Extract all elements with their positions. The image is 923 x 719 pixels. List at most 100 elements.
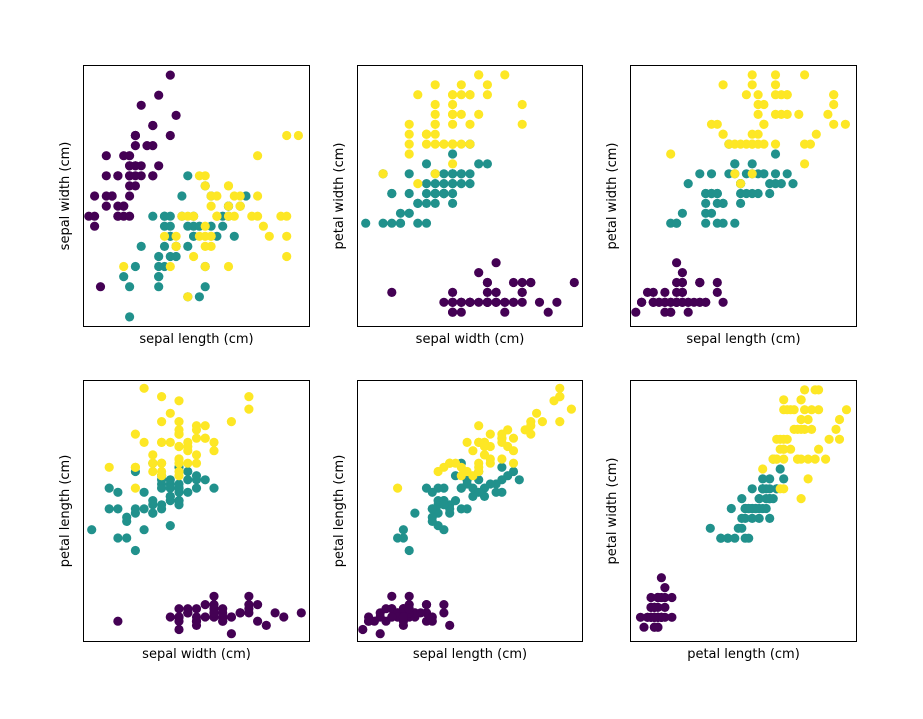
scatter-point [508, 458, 519, 468]
scatter-point [165, 521, 175, 531]
scatter-point [125, 282, 135, 292]
scatter-point [807, 424, 817, 434]
scatter-point [660, 583, 670, 593]
scatter-point [439, 179, 449, 189]
scatter-point [683, 179, 693, 189]
scatter-point [736, 198, 746, 208]
scatter-point [235, 608, 245, 618]
scatter-point [779, 454, 789, 464]
scatter-point [814, 385, 824, 395]
scatter-point [421, 188, 432, 199]
scatter-point [712, 198, 722, 208]
scatter-point [157, 500, 167, 510]
scatter-point [296, 608, 306, 618]
scatter-point [209, 446, 219, 456]
scatter-point [448, 99, 458, 110]
scatter-point [165, 130, 175, 141]
scatter-point [811, 129, 821, 139]
scatter-point [779, 395, 789, 405]
scatter-point [154, 261, 164, 272]
scatter-point [631, 307, 641, 317]
scatter-point [465, 169, 475, 179]
scatter-point [462, 479, 472, 489]
scatter-point [514, 475, 524, 485]
scatter-point [462, 504, 472, 514]
scatter-point [482, 297, 492, 307]
scatter-point [244, 591, 254, 601]
scatter-point [157, 437, 167, 447]
scatter-point [101, 151, 111, 161]
scatter-point [171, 110, 181, 120]
scatter-point [191, 483, 202, 493]
scatter-point [200, 221, 210, 231]
scatter-point [165, 221, 175, 231]
scatter-point [508, 297, 519, 307]
scatter-point [448, 119, 458, 129]
scatter-point [119, 151, 129, 161]
points-group [87, 383, 306, 639]
scatter-point [183, 487, 193, 497]
scatter-point [395, 218, 406, 228]
scatter-point [430, 198, 440, 208]
axes-frame [357, 380, 583, 642]
scatter-point [293, 130, 303, 141]
scatter-point [165, 483, 175, 493]
y-axis-label: petal length (cm) [332, 455, 347, 568]
scatter-point [206, 201, 216, 211]
scatter-point [741, 188, 752, 199]
scatter-point [430, 109, 440, 119]
scatter-point [174, 471, 184, 481]
scatter-point [136, 100, 146, 110]
scatter-point [753, 90, 763, 100]
scatter-point [716, 533, 726, 543]
scatter-point [789, 424, 799, 434]
scatter-point [430, 119, 440, 129]
scatter-point [500, 297, 510, 307]
scatter-point [491, 297, 501, 307]
scatter-point [104, 483, 114, 493]
scatter-point [552, 297, 562, 307]
scatter-point [803, 474, 813, 484]
scatter-point [517, 119, 527, 129]
scatter-point [209, 608, 219, 618]
scatter-point [165, 70, 175, 80]
scatter-point [191, 425, 202, 435]
scatter-point [765, 474, 775, 484]
scatter-point [183, 241, 193, 251]
scatter-point [794, 109, 804, 119]
scatter-point [667, 592, 677, 603]
scatter-point [841, 405, 852, 415]
scatter-point [404, 139, 414, 149]
scatter-point [174, 458, 184, 468]
scatter-point [194, 292, 204, 302]
scatter-point [113, 487, 123, 497]
scatter-point [765, 179, 775, 189]
scatter-point [753, 109, 763, 119]
scatter-point [667, 612, 677, 622]
scatter-point [253, 191, 263, 201]
scatter-point [154, 161, 164, 171]
scatter-point [430, 169, 440, 179]
scatter-point [770, 139, 781, 149]
scatter-point [754, 494, 764, 504]
scatter-point [800, 405, 810, 415]
scatter-point [270, 608, 280, 618]
scatter-point [139, 504, 149, 514]
scatter-point [413, 90, 423, 100]
y-axis-label: petal width (cm) [332, 143, 347, 250]
scatter-point [701, 208, 711, 218]
scatter-point [226, 612, 236, 622]
scatter-point [649, 622, 660, 632]
scatter-point [157, 417, 167, 427]
scatter-point [171, 241, 181, 251]
scatter-point [183, 466, 193, 477]
scatter-point [712, 287, 722, 297]
scatter-point [244, 404, 254, 414]
scatter-point [200, 433, 210, 443]
scatter-point [800, 139, 810, 149]
scatter-point [130, 545, 140, 556]
scatter-point [244, 392, 254, 402]
scatter-point [772, 434, 782, 444]
scatter-point [165, 437, 175, 447]
scatter-point [200, 261, 210, 272]
